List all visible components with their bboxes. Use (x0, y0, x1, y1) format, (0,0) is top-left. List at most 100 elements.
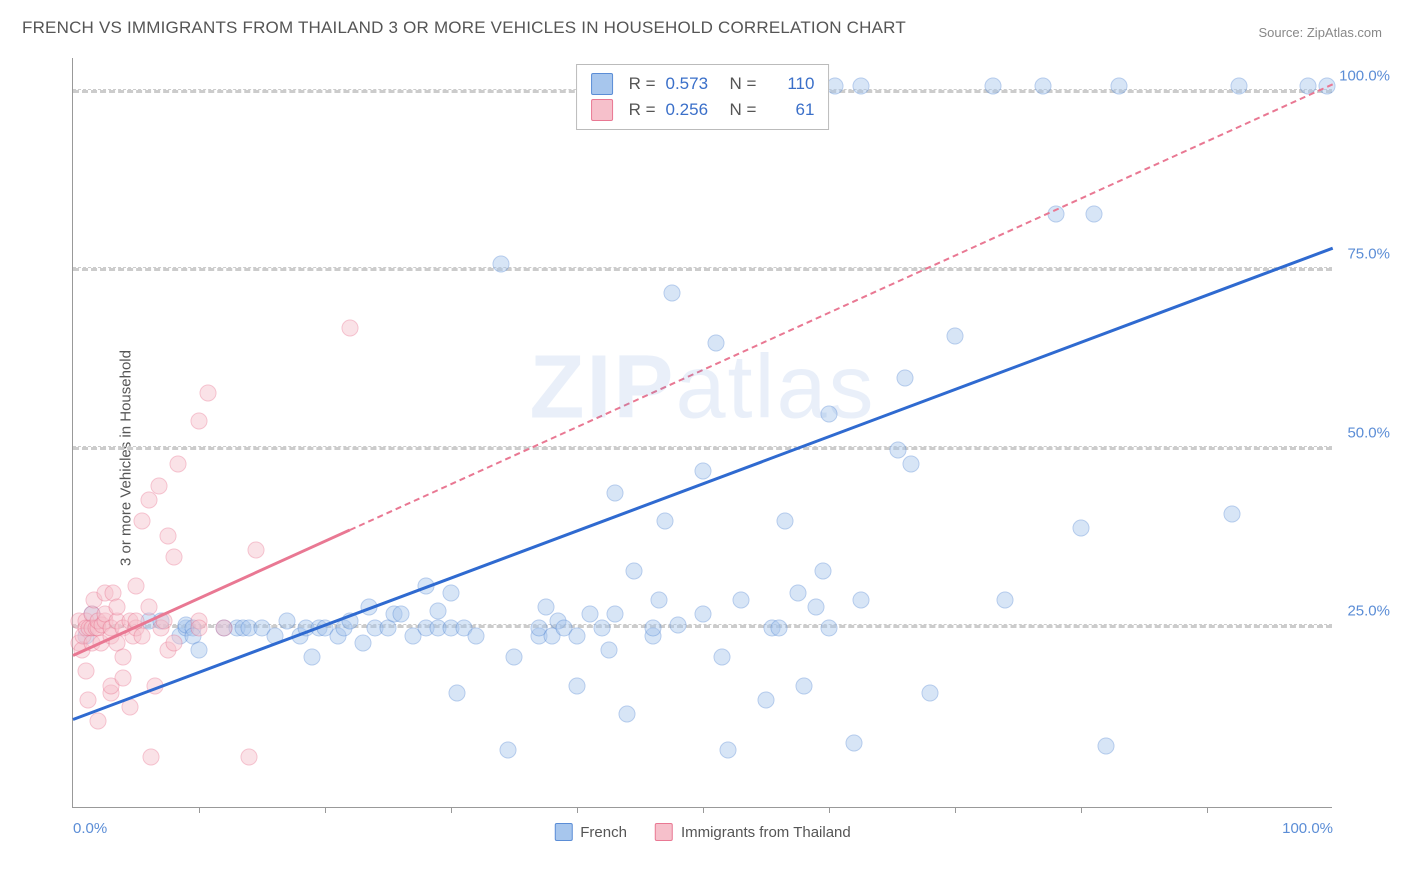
legend-item: French (554, 823, 627, 841)
data-point (846, 734, 863, 751)
data-point (814, 563, 831, 580)
data-point (921, 684, 938, 701)
data-point (770, 620, 787, 637)
data-point (600, 641, 617, 658)
x-tick-label: 0.0% (73, 820, 107, 837)
data-point (902, 456, 919, 473)
data-point (342, 320, 359, 337)
data-point (228, 620, 245, 637)
data-point (650, 591, 667, 608)
data-point (140, 599, 157, 616)
data-point (75, 627, 92, 644)
data-point (241, 749, 258, 766)
data-point (455, 620, 472, 637)
data-point (663, 284, 680, 301)
stat-r-value: 0.256 (666, 100, 714, 120)
data-point (159, 527, 176, 544)
legend-stat-row: R =0.256N =61 (591, 97, 815, 123)
data-point (644, 620, 661, 637)
x-tick (451, 807, 452, 813)
data-point (556, 620, 573, 637)
data-point (304, 649, 321, 666)
data-point (335, 620, 352, 637)
data-point (83, 606, 100, 623)
data-point (184, 627, 201, 644)
legend-series: French Immigrants from Thailand (554, 823, 850, 841)
data-point (1085, 206, 1102, 223)
data-point (153, 620, 170, 637)
legend-swatch (655, 823, 673, 841)
trend-line (350, 84, 1334, 532)
y-tick-label: 25.0% (1347, 603, 1390, 620)
data-point (128, 577, 145, 594)
data-point (405, 627, 422, 644)
data-point (134, 513, 151, 530)
watermark-bold: ZIP (529, 337, 675, 437)
legend-stats-box: R =0.573N =110R =0.256N =61 (576, 64, 830, 130)
legend-swatch (554, 823, 572, 841)
plot-area: ZIPatlas R =0.573N =110R =0.256N =61 Fre… (72, 58, 1332, 808)
gridline-horizontal (73, 446, 1332, 450)
data-point (169, 456, 186, 473)
data-point (657, 513, 674, 530)
data-point (531, 627, 548, 644)
stat-r-label: R = (629, 74, 656, 94)
data-point (537, 599, 554, 616)
data-point (499, 741, 516, 758)
x-tick (955, 807, 956, 813)
data-point (115, 649, 132, 666)
data-point (644, 627, 661, 644)
data-point (178, 620, 195, 637)
data-point (543, 627, 560, 644)
x-tick (829, 807, 830, 813)
data-point (102, 684, 119, 701)
data-point (430, 620, 447, 637)
y-tick-label: 100.0% (1339, 67, 1390, 84)
data-point (997, 591, 1014, 608)
data-point (165, 634, 182, 651)
x-tick (703, 807, 704, 813)
data-point (191, 413, 208, 430)
data-point (87, 620, 104, 637)
source-attribution: Source: ZipAtlas.com (1258, 25, 1382, 40)
data-point (430, 602, 447, 619)
data-point (443, 620, 460, 637)
data-point (606, 606, 623, 623)
data-point (102, 677, 119, 694)
data-point (105, 584, 122, 601)
legend-item: Immigrants from Thailand (655, 823, 851, 841)
y-tick-label: 75.0% (1347, 246, 1390, 263)
legend-label: Immigrants from Thailand (681, 824, 851, 841)
data-point (594, 620, 611, 637)
data-point (449, 684, 466, 701)
stat-r-value: 0.573 (666, 74, 714, 94)
data-point (468, 627, 485, 644)
data-point (821, 406, 838, 423)
x-tick (199, 807, 200, 813)
data-point (90, 713, 107, 730)
data-point (254, 620, 271, 637)
gridline-horizontal (73, 624, 1332, 628)
source-link[interactable]: ZipAtlas.com (1307, 25, 1382, 40)
data-point (808, 599, 825, 616)
data-point (241, 620, 258, 637)
data-point (216, 620, 233, 637)
data-point (625, 563, 642, 580)
data-point (443, 584, 460, 601)
gridline-horizontal (73, 267, 1332, 271)
data-point (83, 606, 100, 623)
data-point (247, 541, 264, 558)
data-point (506, 649, 523, 666)
data-point (392, 606, 409, 623)
data-point (90, 620, 107, 637)
data-point (795, 677, 812, 694)
data-point (890, 441, 907, 458)
data-point (707, 334, 724, 351)
data-point (619, 706, 636, 723)
source-prefix: Source: (1258, 25, 1306, 40)
data-point (83, 620, 100, 637)
data-point (159, 641, 176, 658)
x-tick (325, 807, 326, 813)
data-point (764, 620, 781, 637)
stat-n-value: 61 (766, 100, 814, 120)
